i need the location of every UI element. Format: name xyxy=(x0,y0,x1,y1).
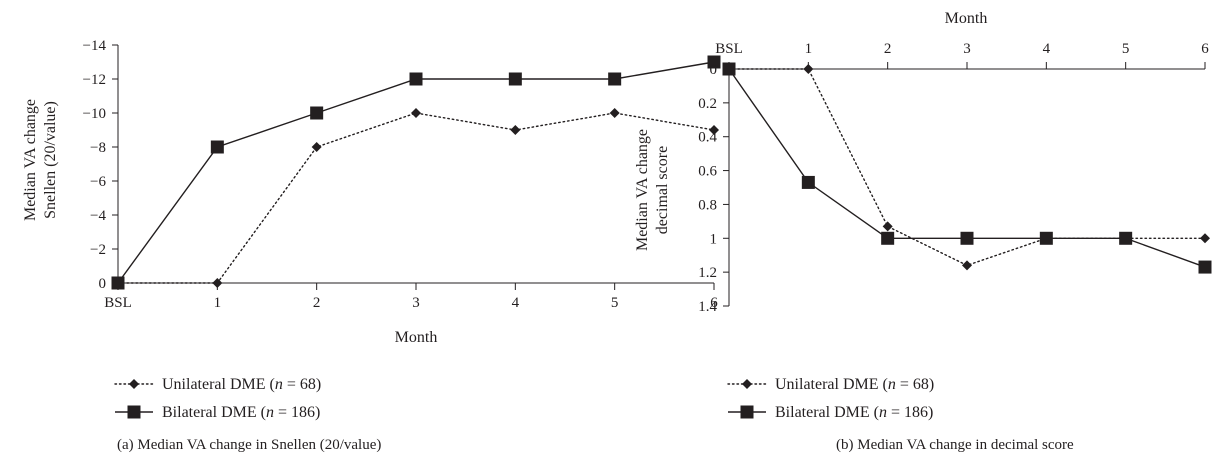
legend-label: Unilateral DME (n = 68) xyxy=(162,376,321,393)
x-tick-label: 5 xyxy=(1122,41,1130,57)
y-tick-label: 0 xyxy=(99,276,107,292)
chart-b: 0 0.2 0.4 0.6 0.8 1 1.2 1.4 BSL 1 2 3 4 5 6 Month Median… xyxy=(634,10,1212,453)
x-tick-label: 4 xyxy=(1043,41,1051,57)
x-tick-label: 2 xyxy=(884,41,892,57)
x-axis-title: Month xyxy=(395,329,438,346)
legend-label: Bilateral DME (n = 186) xyxy=(775,404,933,421)
panel-caption: (a) Median VA change in Snellen (20/valu… xyxy=(117,437,381,453)
unilateral-series-line xyxy=(117,112,715,284)
x-tick-label: 6 xyxy=(1201,41,1209,57)
y-tick-label: 1.4 xyxy=(698,299,717,315)
unilateral-data-point xyxy=(1200,233,1210,244)
y-axis-title: Median VA change Snellen (20/value) xyxy=(22,99,59,221)
y-axis-title-line: decimal score xyxy=(654,146,671,234)
y-tick-label: 0 xyxy=(710,62,718,78)
x-tick-label: 2 xyxy=(313,295,321,311)
bilateral-data-point xyxy=(1198,260,1212,274)
unilateral-data-point xyxy=(609,108,620,118)
unilateral-data-point xyxy=(311,142,322,152)
y-axis-title-line: Snellen (20/value) xyxy=(42,101,59,219)
bilateral-data-point xyxy=(722,62,736,76)
bilateral-series-line xyxy=(117,61,715,284)
y-tick-label: 0.8 xyxy=(698,197,717,213)
bilateral-data-point xyxy=(881,231,895,245)
y-tick-label: −6 xyxy=(90,174,106,190)
x-tick-label: BSL xyxy=(715,41,743,57)
y-tick-label: 0.6 xyxy=(698,164,717,180)
unilateral-data-point xyxy=(212,278,223,288)
x-axis-title: Month xyxy=(945,10,988,27)
y-tick-label: −12 xyxy=(83,72,106,88)
x-tick-label: 1 xyxy=(214,295,222,311)
x-tick-label: 3 xyxy=(963,41,971,57)
y-tick-label: −10 xyxy=(83,106,106,122)
unilateral-data-point xyxy=(709,125,719,135)
unilateral-data-point xyxy=(882,221,893,232)
y-tick-label: 1 xyxy=(710,231,718,247)
bilateral-data-point xyxy=(608,72,622,86)
x-tick-label: BSL xyxy=(104,295,132,311)
x-tick-label: 1 xyxy=(805,41,813,57)
legend-diamond-marker xyxy=(129,379,139,389)
unilateral-data-point xyxy=(411,108,421,118)
x-tick-label: 5 xyxy=(611,295,619,311)
y-axis-title-line: Median VA change xyxy=(22,99,39,221)
y-tick-label: −8 xyxy=(90,140,106,156)
legend-label: Unilateral DME (n = 68) xyxy=(775,376,934,393)
unilateral-data-point xyxy=(803,64,814,74)
bilateral-data-point xyxy=(1039,231,1053,245)
bilateral-data-point xyxy=(707,55,721,69)
bilateral-data-point xyxy=(310,106,324,120)
legend-diamond-marker xyxy=(742,379,752,389)
bilateral-data-point xyxy=(210,140,224,154)
legend-square-marker xyxy=(740,405,754,419)
y-tick-label: 1.2 xyxy=(698,265,717,281)
bilateral-data-point xyxy=(801,175,815,189)
x-tick-label: 6 xyxy=(710,295,718,311)
y-tick-label: 0.2 xyxy=(698,96,717,112)
unilateral-data-point xyxy=(510,125,521,135)
y-tick-label: −14 xyxy=(83,38,107,54)
bilateral-data-point xyxy=(508,72,522,86)
panel-caption: (b) Median VA change in decimal score xyxy=(836,437,1074,453)
unilateral-data-point xyxy=(962,260,972,271)
x-tick-label: 4 xyxy=(512,295,520,311)
legend-label: Bilateral DME (n = 186) xyxy=(162,404,320,421)
bilateral-data-point xyxy=(409,72,423,86)
bilateral-data-point xyxy=(1119,231,1133,245)
y-tick-label: 0.4 xyxy=(698,130,717,146)
x-tick-label: 3 xyxy=(412,295,420,311)
y-tick-label: −4 xyxy=(90,208,106,224)
y-tick-label: −2 xyxy=(90,242,106,258)
y-axis-title-line: Median VA change xyxy=(634,129,651,251)
y-axis-title: Median VA change decimal score xyxy=(634,129,671,251)
legend-square-marker xyxy=(127,405,141,419)
chart-a: −14 −12 −10 −8 −6 −4 −2 0 BSL 1 2 3 4 5 6 Month Median V… xyxy=(22,38,721,453)
bilateral-data-point xyxy=(960,231,974,245)
bilateral-data-point xyxy=(111,276,125,290)
